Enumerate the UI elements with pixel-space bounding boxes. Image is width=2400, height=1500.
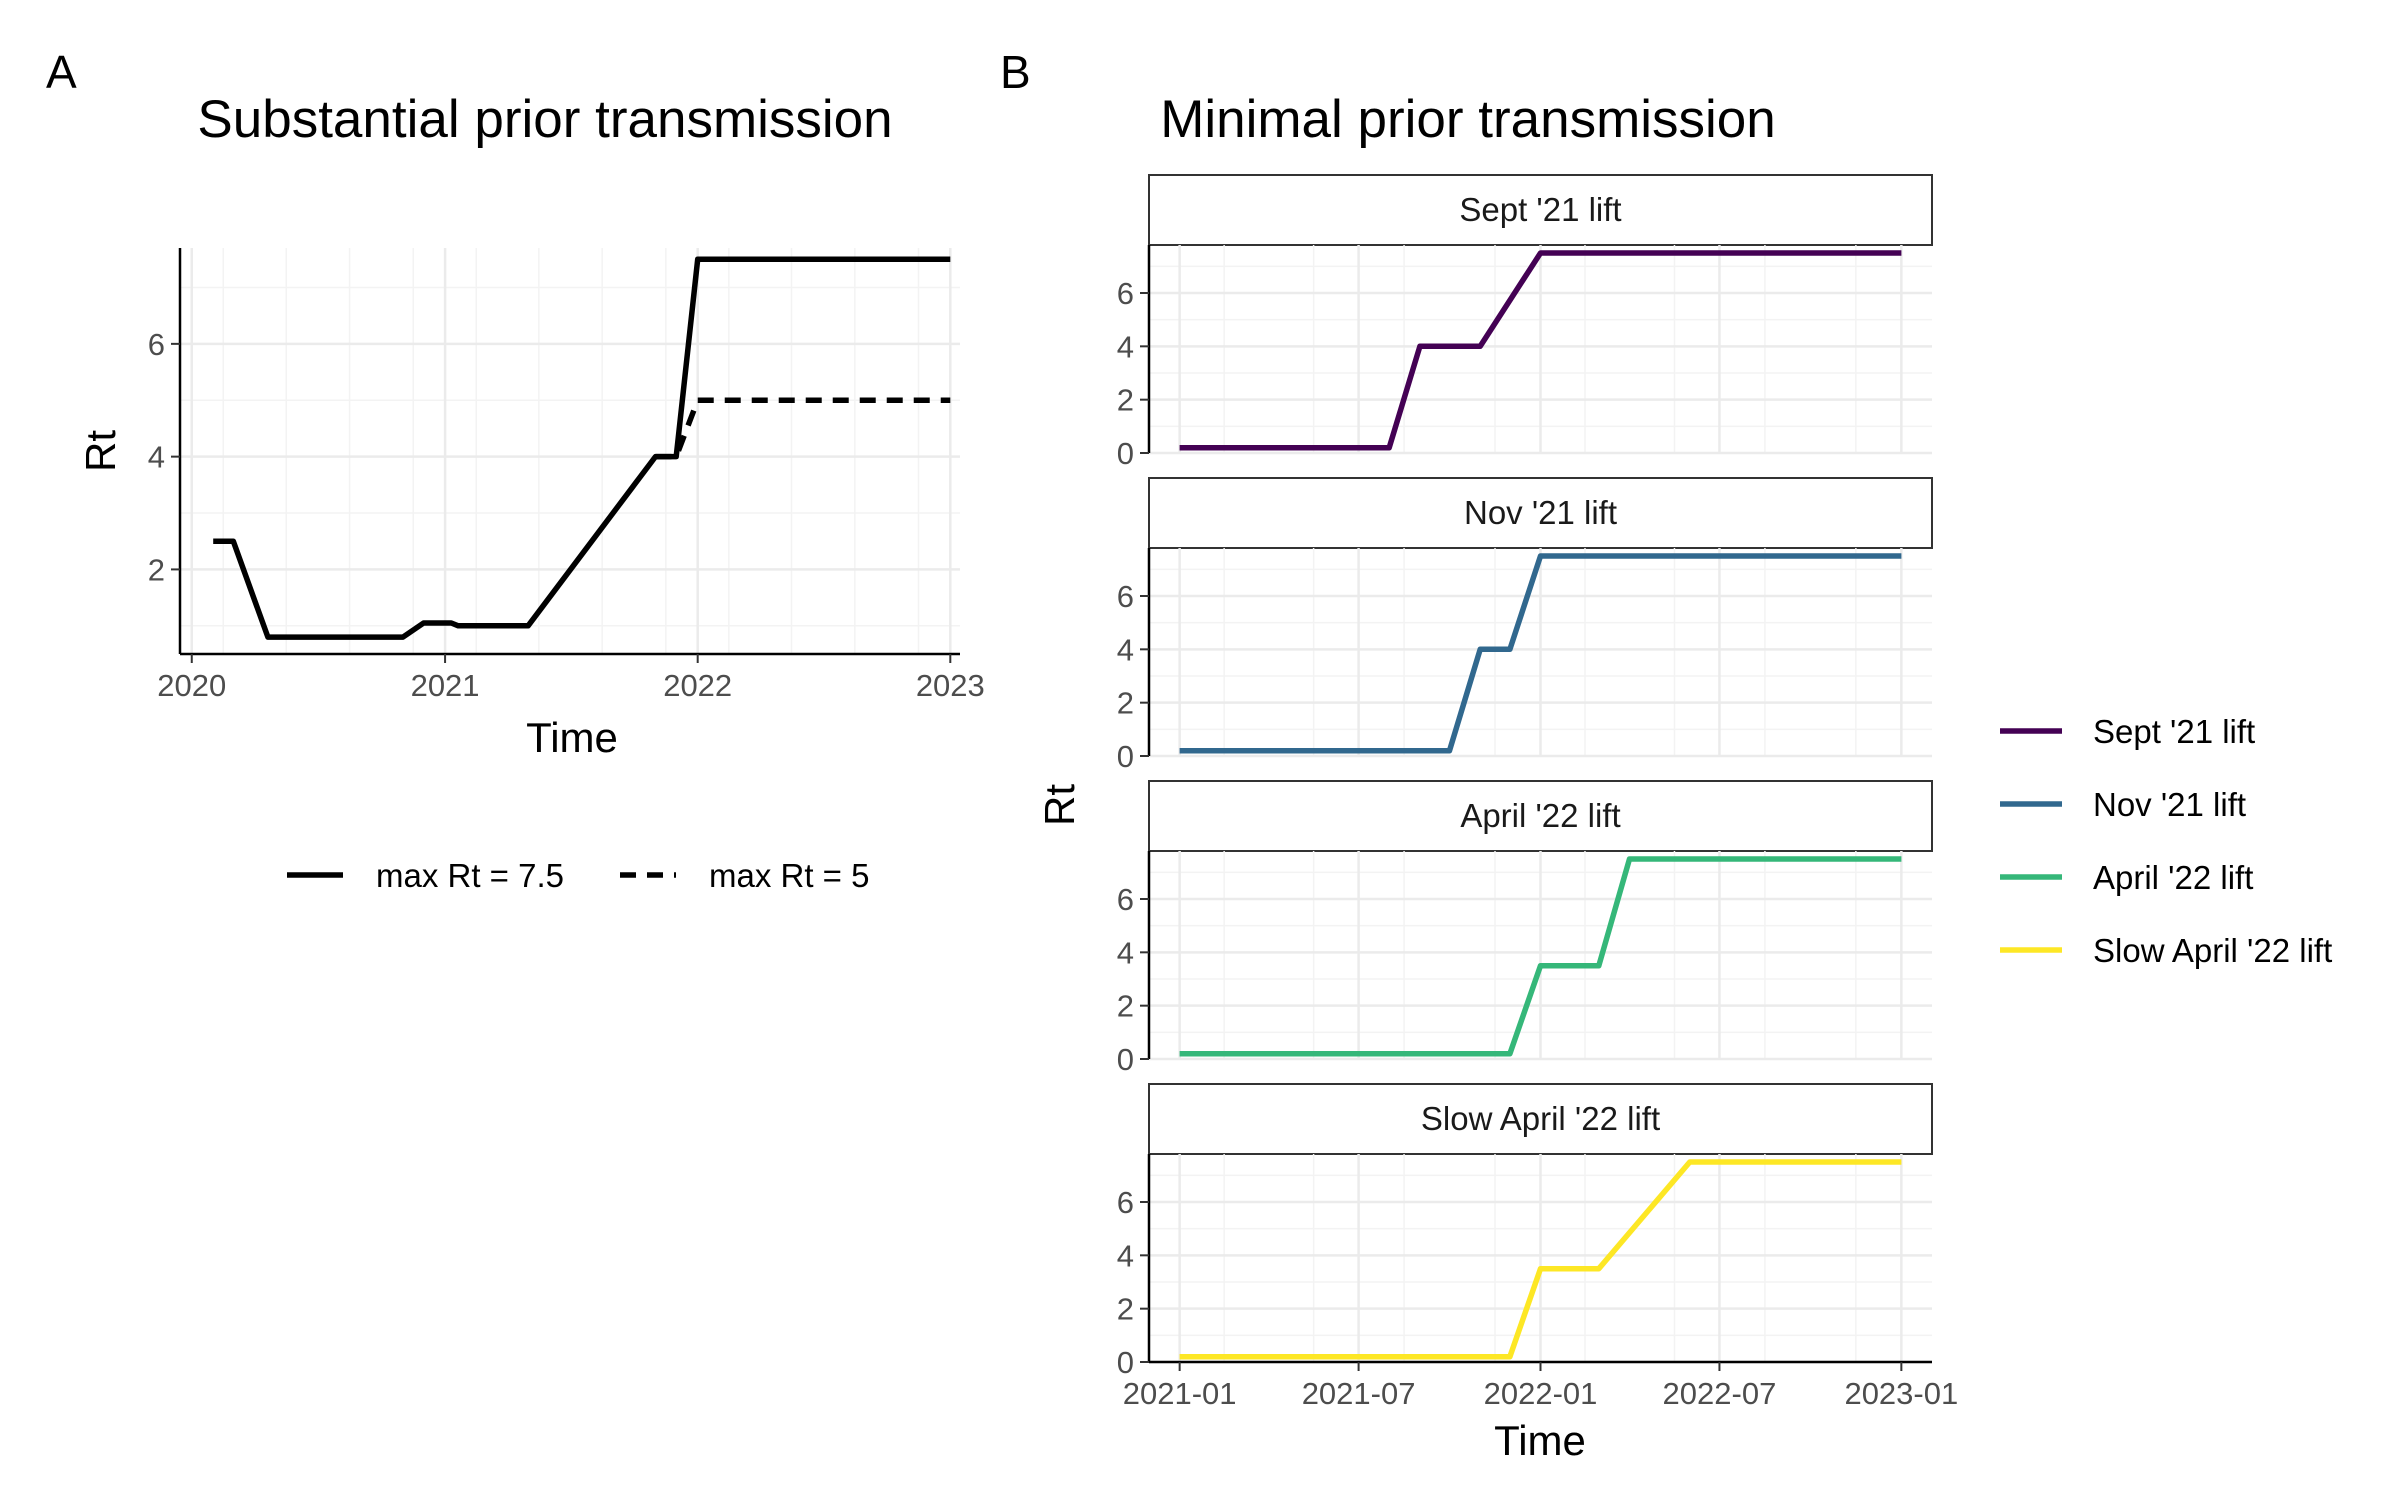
y-tick-label: 6: [148, 327, 165, 362]
x-tick-label: 2021-07: [1302, 1376, 1416, 1411]
x-tick-label: 2022-07: [1663, 1376, 1777, 1411]
y-tick-label: 2: [1117, 686, 1134, 721]
y-tick-label: 0: [1117, 1042, 1134, 1077]
legend-label: Slow April '22 lift: [2093, 932, 2332, 969]
series-line-max-rt-5: [655, 397, 951, 460]
x-tick-label: 2022: [663, 668, 732, 703]
facet-strip: [1148, 477, 1933, 549]
y-axis-title: Rt: [77, 430, 124, 472]
y-axis-title: Rt: [1036, 784, 1083, 826]
x-tick-label: 2020: [157, 668, 226, 703]
chart-a-title: Substantial prior transmission: [197, 90, 892, 149]
x-tick-label: 2023: [916, 668, 985, 703]
y-tick-label: 2: [1117, 1292, 1134, 1327]
panel-label-a: A: [46, 46, 77, 98]
facet-strip-label: Slow April '22 lift: [1421, 1100, 1660, 1137]
y-tick-label: 4: [1117, 632, 1134, 667]
y-tick-label: 6: [1117, 579, 1134, 614]
legend-label: April '22 lift: [2093, 859, 2253, 896]
series-line: [1179, 553, 1902, 754]
x-axis-title: Time: [526, 714, 618, 761]
x-tick-label: 2023-01: [1844, 1376, 1958, 1411]
y-tick-label: 4: [1117, 1238, 1134, 1273]
legend-label: Sept '21 lift: [2093, 713, 2255, 750]
y-tick-label: 2: [1117, 383, 1134, 418]
x-tick-label: 2021-01: [1123, 1376, 1237, 1411]
panel-label-b: B: [1000, 46, 1031, 98]
facet-strip: [1148, 1083, 1933, 1155]
y-tick-label: 6: [1117, 1185, 1134, 1220]
x-tick-label: 2021: [411, 668, 480, 703]
chart-b-title: Minimal prior transmission: [1160, 90, 1776, 149]
series-line: [1179, 250, 1902, 451]
series-line-max-rt-7-5: [213, 256, 951, 640]
y-tick-label: 6: [1117, 276, 1134, 311]
legend-label: max Rt = 7.5: [376, 857, 564, 894]
y-tick-label: 2: [148, 552, 165, 587]
legend-label: max Rt = 5: [709, 857, 869, 894]
y-tick-label: 0: [1117, 1345, 1134, 1380]
legend-label: Nov '21 lift: [2093, 786, 2246, 823]
x-tick-label: 2022-01: [1484, 1376, 1598, 1411]
x-axis-title: Time: [1494, 1417, 1586, 1464]
y-tick-label: 4: [1117, 329, 1134, 364]
y-tick-label: 4: [148, 440, 165, 475]
series-line: [1179, 856, 1902, 1057]
series-line: [1179, 1159, 1902, 1360]
facet-strip-label: April '22 lift: [1460, 797, 1620, 834]
y-tick-label: 0: [1117, 436, 1134, 471]
y-tick-label: 4: [1117, 935, 1134, 970]
y-tick-label: 0: [1117, 739, 1134, 774]
y-tick-label: 2: [1117, 989, 1134, 1024]
y-tick-label: 6: [1117, 882, 1134, 917]
facet-strip-label: Sept '21 lift: [1459, 191, 1621, 228]
facet-strip-label: Nov '21 lift: [1464, 494, 1617, 531]
